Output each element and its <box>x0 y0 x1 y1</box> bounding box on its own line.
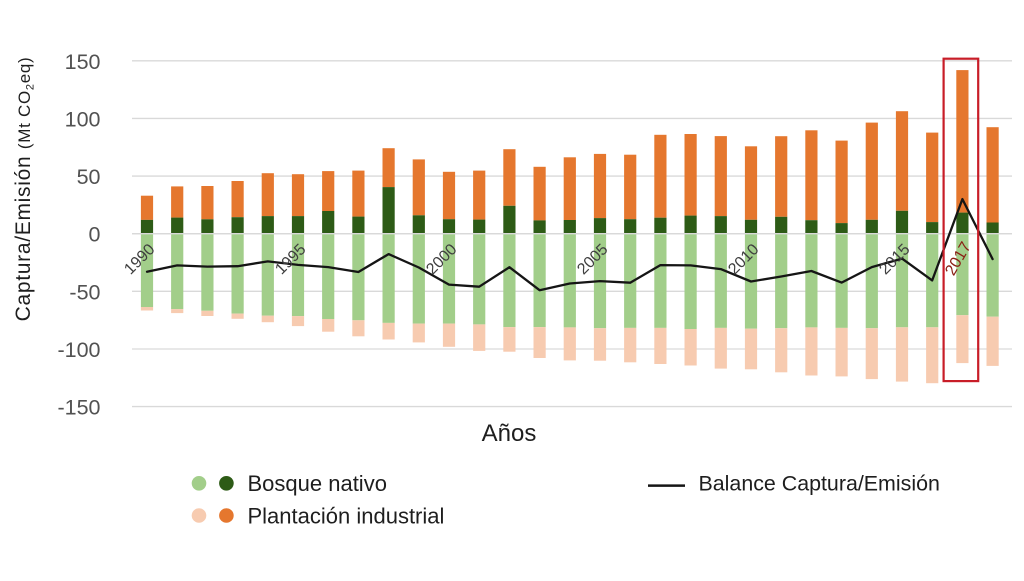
svg-text:-100: -100 <box>57 338 100 362</box>
svg-text:Años: Años <box>482 420 537 447</box>
svg-text:-50: -50 <box>69 280 100 304</box>
svg-text:150: 150 <box>65 50 101 74</box>
svg-text:100: 100 <box>65 107 101 131</box>
svg-text:Bosque nativo: Bosque nativo <box>248 471 387 496</box>
svg-text:Plantación industrial: Plantación industrial <box>248 503 445 528</box>
svg-text:50: 50 <box>77 165 101 189</box>
svg-text:Captura/Emisión (Mt CO2eq): Captura/Emisión (Mt CO2eq) <box>12 57 37 322</box>
svg-text:Balance Captura/Emisión: Balance Captura/Emisión <box>699 471 940 495</box>
svg-text:-150: -150 <box>57 396 100 420</box>
svg-text:0: 0 <box>89 223 101 247</box>
